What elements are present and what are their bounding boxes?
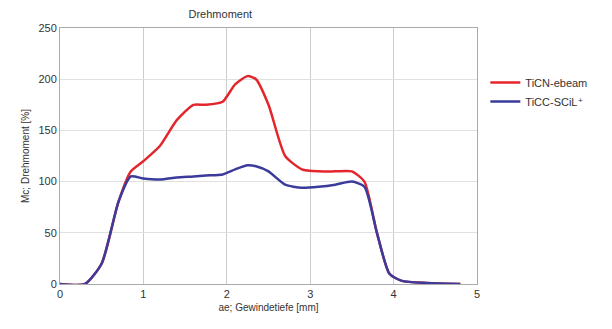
svg-text:1: 1 [140,288,146,300]
svg-text:200: 200 [38,73,56,85]
svg-text:0: 0 [51,278,57,290]
svg-text:50: 50 [45,227,57,239]
svg-text:2: 2 [224,288,230,300]
svg-text:4: 4 [391,288,397,300]
svg-text:150: 150 [38,124,56,136]
svg-text:ae; Gewindetiefe [mm]: ae; Gewindetiefe [mm] [218,302,318,313]
svg-text:TiCN-ebeam: TiCN-ebeam [525,77,587,89]
svg-text:250: 250 [38,22,56,34]
svg-text:3: 3 [307,288,313,300]
svg-text:Drehmoment: Drehmoment [189,8,253,20]
svg-text:0: 0 [57,288,63,300]
svg-text:100: 100 [38,175,56,187]
svg-text:5: 5 [474,288,480,300]
svg-text:Mc; Drehmoment [%]: Mc; Drehmoment [%] [20,109,31,203]
svg-text:TiCC-SCiL⁺: TiCC-SCiL⁺ [525,96,583,108]
